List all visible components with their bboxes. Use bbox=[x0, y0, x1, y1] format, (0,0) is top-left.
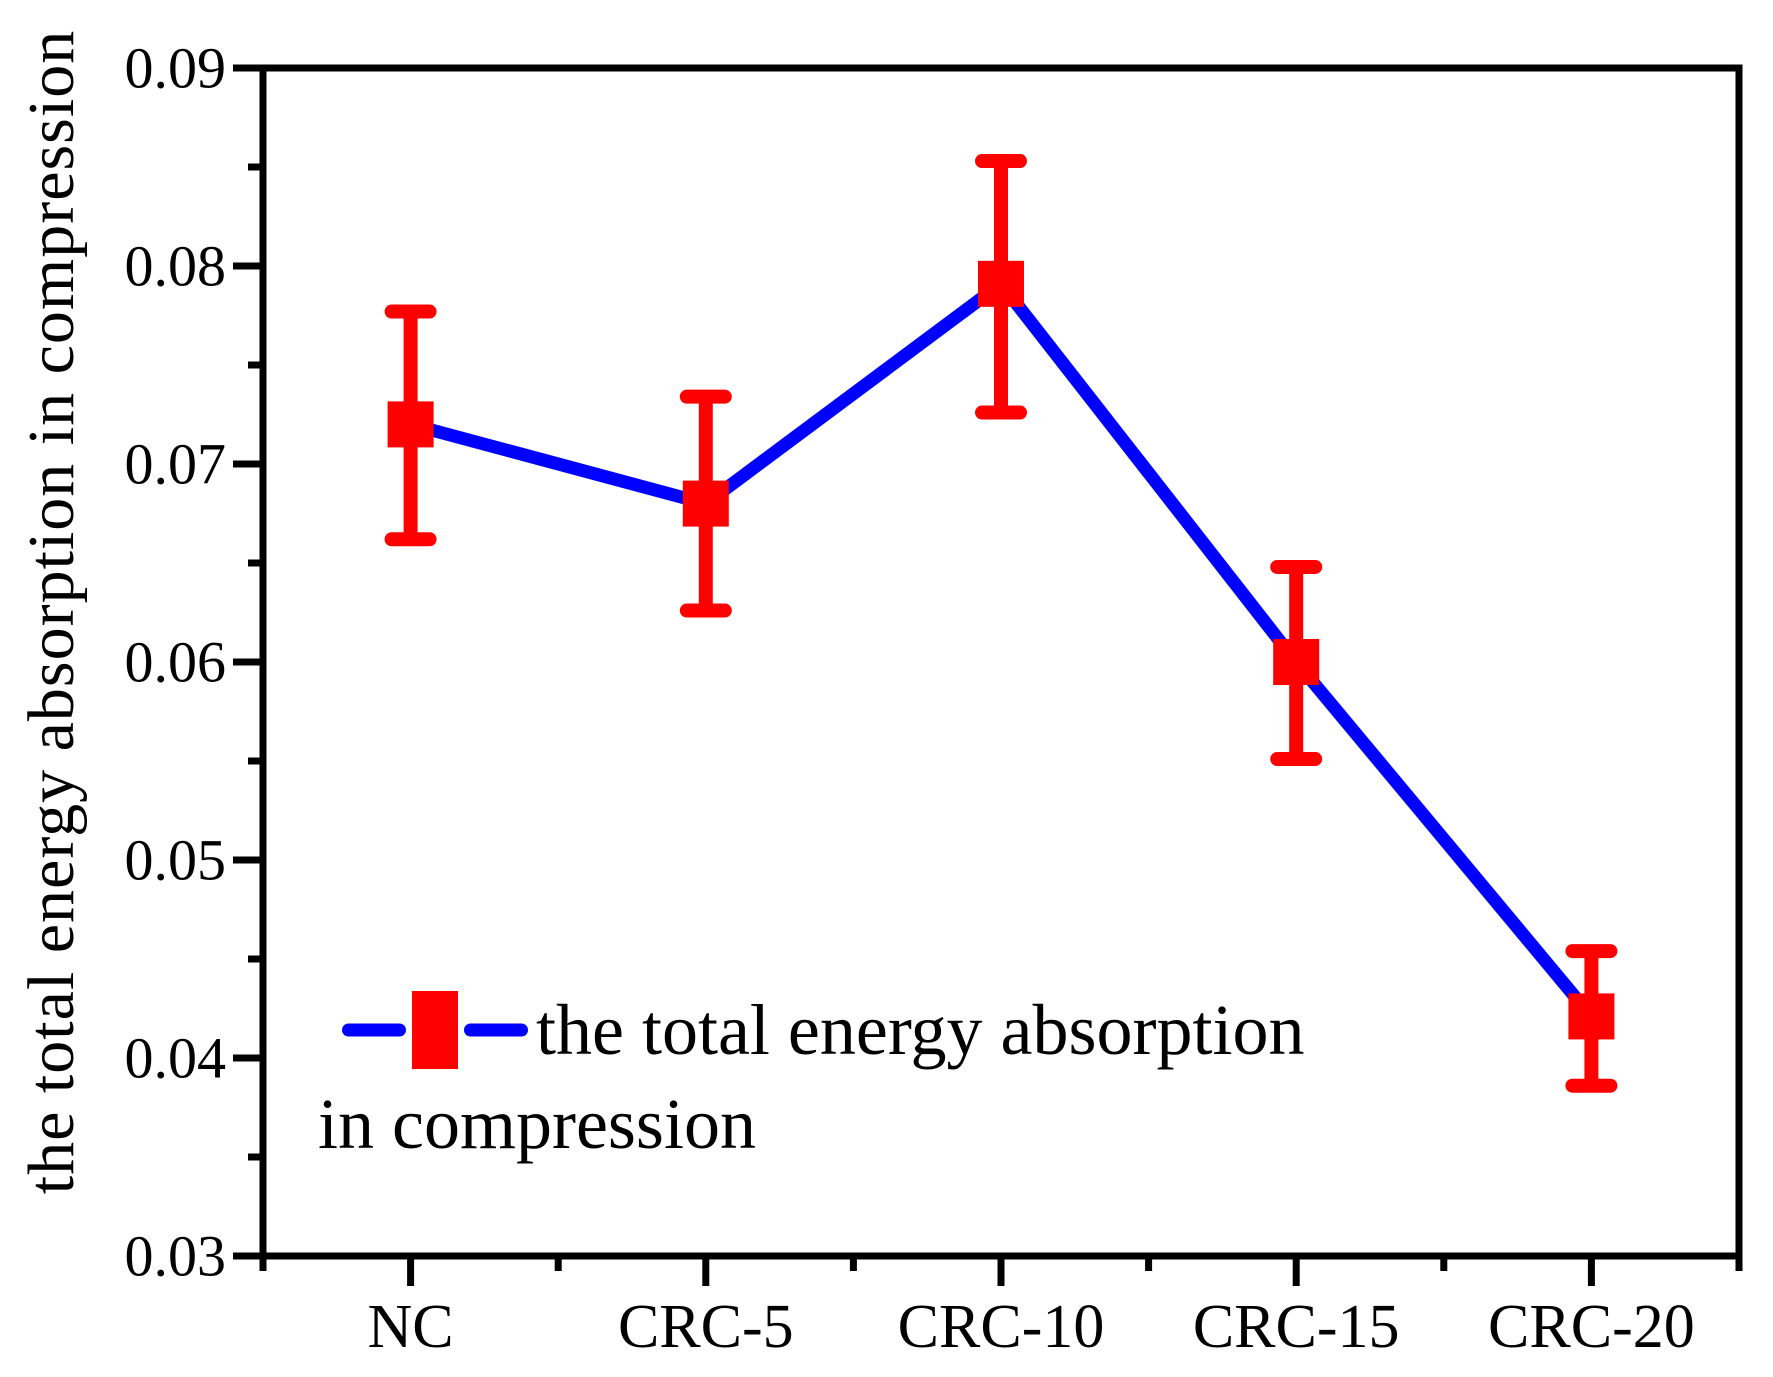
x-tick-label: CRC-15 bbox=[1193, 1293, 1400, 1361]
data-point-marker bbox=[682, 480, 729, 527]
legend: the total energy absorption in compressi… bbox=[318, 983, 1304, 1166]
legend-line-left-icon bbox=[342, 1023, 406, 1037]
x-tick-label: CRC-5 bbox=[618, 1293, 794, 1361]
y-tick-label: 0.04 bbox=[125, 1026, 227, 1091]
legend-square-marker-icon bbox=[412, 991, 458, 1069]
legend-symbol bbox=[318, 988, 530, 1072]
y-axis-title: the total energy absorption in compressi… bbox=[15, 29, 88, 1195]
x-tick-label: CRC-10 bbox=[898, 1293, 1105, 1361]
legend-label-line2: in compression bbox=[318, 1084, 756, 1164]
y-tick-label: 0.09 bbox=[125, 36, 227, 101]
y-tick-label: 0.03 bbox=[125, 1224, 227, 1289]
y-tick-label: 0.06 bbox=[125, 630, 227, 695]
data-point-marker bbox=[978, 260, 1024, 307]
data-point-marker bbox=[1568, 993, 1615, 1040]
data-point-marker bbox=[1273, 639, 1320, 685]
data-point-marker bbox=[387, 401, 434, 448]
legend-line-right-icon bbox=[464, 1023, 528, 1037]
x-tick-label: CRC-20 bbox=[1488, 1293, 1695, 1361]
x-tick-label: NC bbox=[368, 1293, 454, 1361]
y-tick-label: 0.05 bbox=[125, 828, 227, 893]
legend-label-line1: the total energy absorption bbox=[536, 989, 1305, 1070]
y-tick-label: 0.08 bbox=[125, 234, 227, 299]
legend-entry: the total energy absorption bbox=[318, 983, 1304, 1077]
y-tick-label: 0.07 bbox=[125, 432, 227, 497]
